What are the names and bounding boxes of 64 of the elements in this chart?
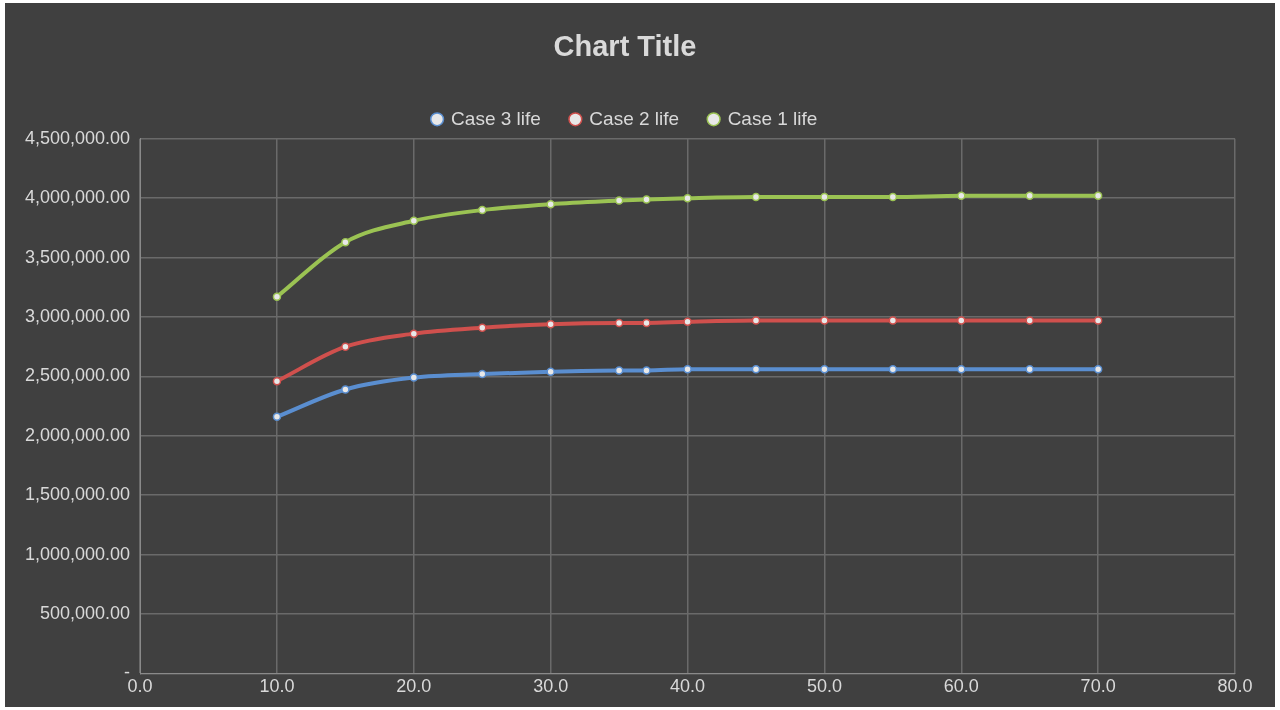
x-tick-label: 0.0 — [127, 676, 153, 697]
point — [683, 365, 692, 374]
point — [409, 373, 419, 382]
x-tick-label: 20.0 — [396, 676, 432, 697]
point — [409, 329, 419, 338]
x-tick-label: 70.0 — [1080, 676, 1116, 697]
legend-label: Case 2 life — [589, 107, 680, 129]
point — [341, 342, 350, 351]
point — [888, 316, 898, 325]
point — [478, 205, 487, 215]
point — [546, 199, 555, 209]
point — [272, 292, 282, 302]
point — [751, 316, 761, 325]
y-tick-label: 4,000,000.00 — [24, 187, 131, 208]
point — [888, 365, 898, 374]
x-tick-label: 10.0 — [259, 676, 295, 697]
point — [642, 318, 651, 328]
legend-label: Case 3 life — [451, 107, 541, 129]
point — [1025, 316, 1034, 325]
point — [1025, 365, 1034, 374]
point — [478, 323, 487, 332]
point — [478, 369, 487, 379]
point — [820, 316, 829, 325]
point — [957, 316, 966, 325]
point — [957, 365, 966, 374]
point — [409, 216, 419, 226]
y-tick-label: 2,000,000.00 — [24, 424, 131, 445]
point — [1093, 365, 1103, 374]
point — [614, 366, 624, 375]
y-tick-label: 1,500,000.00 — [24, 484, 131, 505]
chart-title: Chart Title — [553, 30, 697, 63]
y-tick-label: 500,000.00 — [40, 602, 131, 623]
point — [1025, 191, 1034, 201]
x-tick-label: 50.0 — [806, 676, 842, 697]
point — [546, 319, 555, 329]
y-tick-label: 1,000,000.00 — [24, 543, 131, 564]
point — [614, 196, 624, 205]
point — [683, 193, 692, 203]
point — [546, 367, 555, 376]
point — [751, 192, 761, 202]
point — [820, 365, 829, 374]
x-tick-label: 30.0 — [533, 676, 569, 697]
x-tick-label: 80.0 — [1217, 676, 1253, 697]
point — [820, 192, 829, 202]
x-tick-label: 60.0 — [943, 676, 979, 697]
point — [614, 318, 624, 328]
y-tick-label: 3,500,000.00 — [24, 246, 131, 267]
point — [683, 317, 692, 326]
point — [1093, 191, 1103, 201]
point — [888, 192, 898, 202]
point — [1093, 316, 1103, 325]
point — [272, 412, 282, 422]
x-tick-label: 40.0 — [670, 676, 706, 697]
y-tick-label: 2,500,000.00 — [24, 365, 131, 386]
point — [642, 366, 651, 375]
y-tick-label: 3,000,000.00 — [24, 305, 131, 326]
point — [341, 237, 350, 247]
y-tick-label: 4,500,000.00 — [24, 127, 131, 148]
point — [272, 376, 282, 386]
point — [341, 385, 350, 394]
point — [751, 365, 761, 374]
point — [957, 191, 966, 201]
legend-label: Case 1 life — [727, 107, 818, 129]
point — [642, 195, 651, 204]
